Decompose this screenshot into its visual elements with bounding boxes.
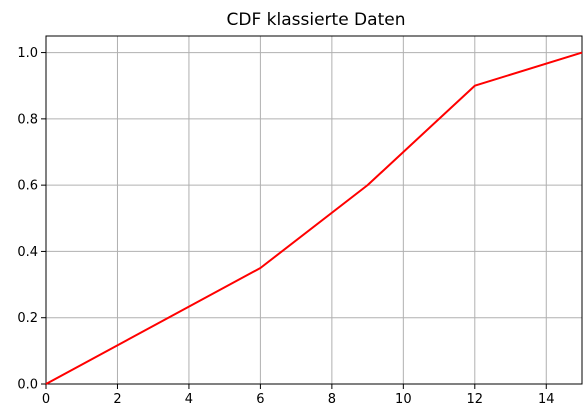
y-axis-ticks: 0.0 0.2 0.4 0.6 0.8 1.0 bbox=[17, 46, 46, 393]
y-tick-label: 0.6 bbox=[17, 179, 38, 194]
cdf-line-series bbox=[45, 51, 583, 385]
plot-frame bbox=[45, 35, 583, 385]
y-tick-label: 0.4 bbox=[17, 245, 38, 260]
x-tick-label: 14 bbox=[538, 392, 555, 407]
x-tick-label: 12 bbox=[467, 392, 484, 407]
x-tick-label: 2 bbox=[113, 392, 121, 407]
y-tick-label: 0.0 bbox=[17, 378, 38, 393]
x-tick-label: 10 bbox=[395, 392, 412, 407]
x-tick-label: 4 bbox=[185, 392, 193, 407]
series-layer bbox=[45, 51, 583, 385]
grid-lines bbox=[45, 36, 582, 385]
x-tick-label: 8 bbox=[328, 392, 336, 407]
x-axis-ticks: 0 2 4 6 8 10 12 14 bbox=[42, 384, 555, 407]
y-tick-label: 0.2 bbox=[17, 311, 38, 326]
y-tick-label: 0.8 bbox=[17, 112, 38, 127]
chart-title: CDF klassierte Daten bbox=[227, 10, 406, 30]
x-tick-label: 0 bbox=[42, 392, 50, 407]
y-tick-label: 1.0 bbox=[17, 46, 38, 61]
x-tick-label: 6 bbox=[256, 392, 264, 407]
